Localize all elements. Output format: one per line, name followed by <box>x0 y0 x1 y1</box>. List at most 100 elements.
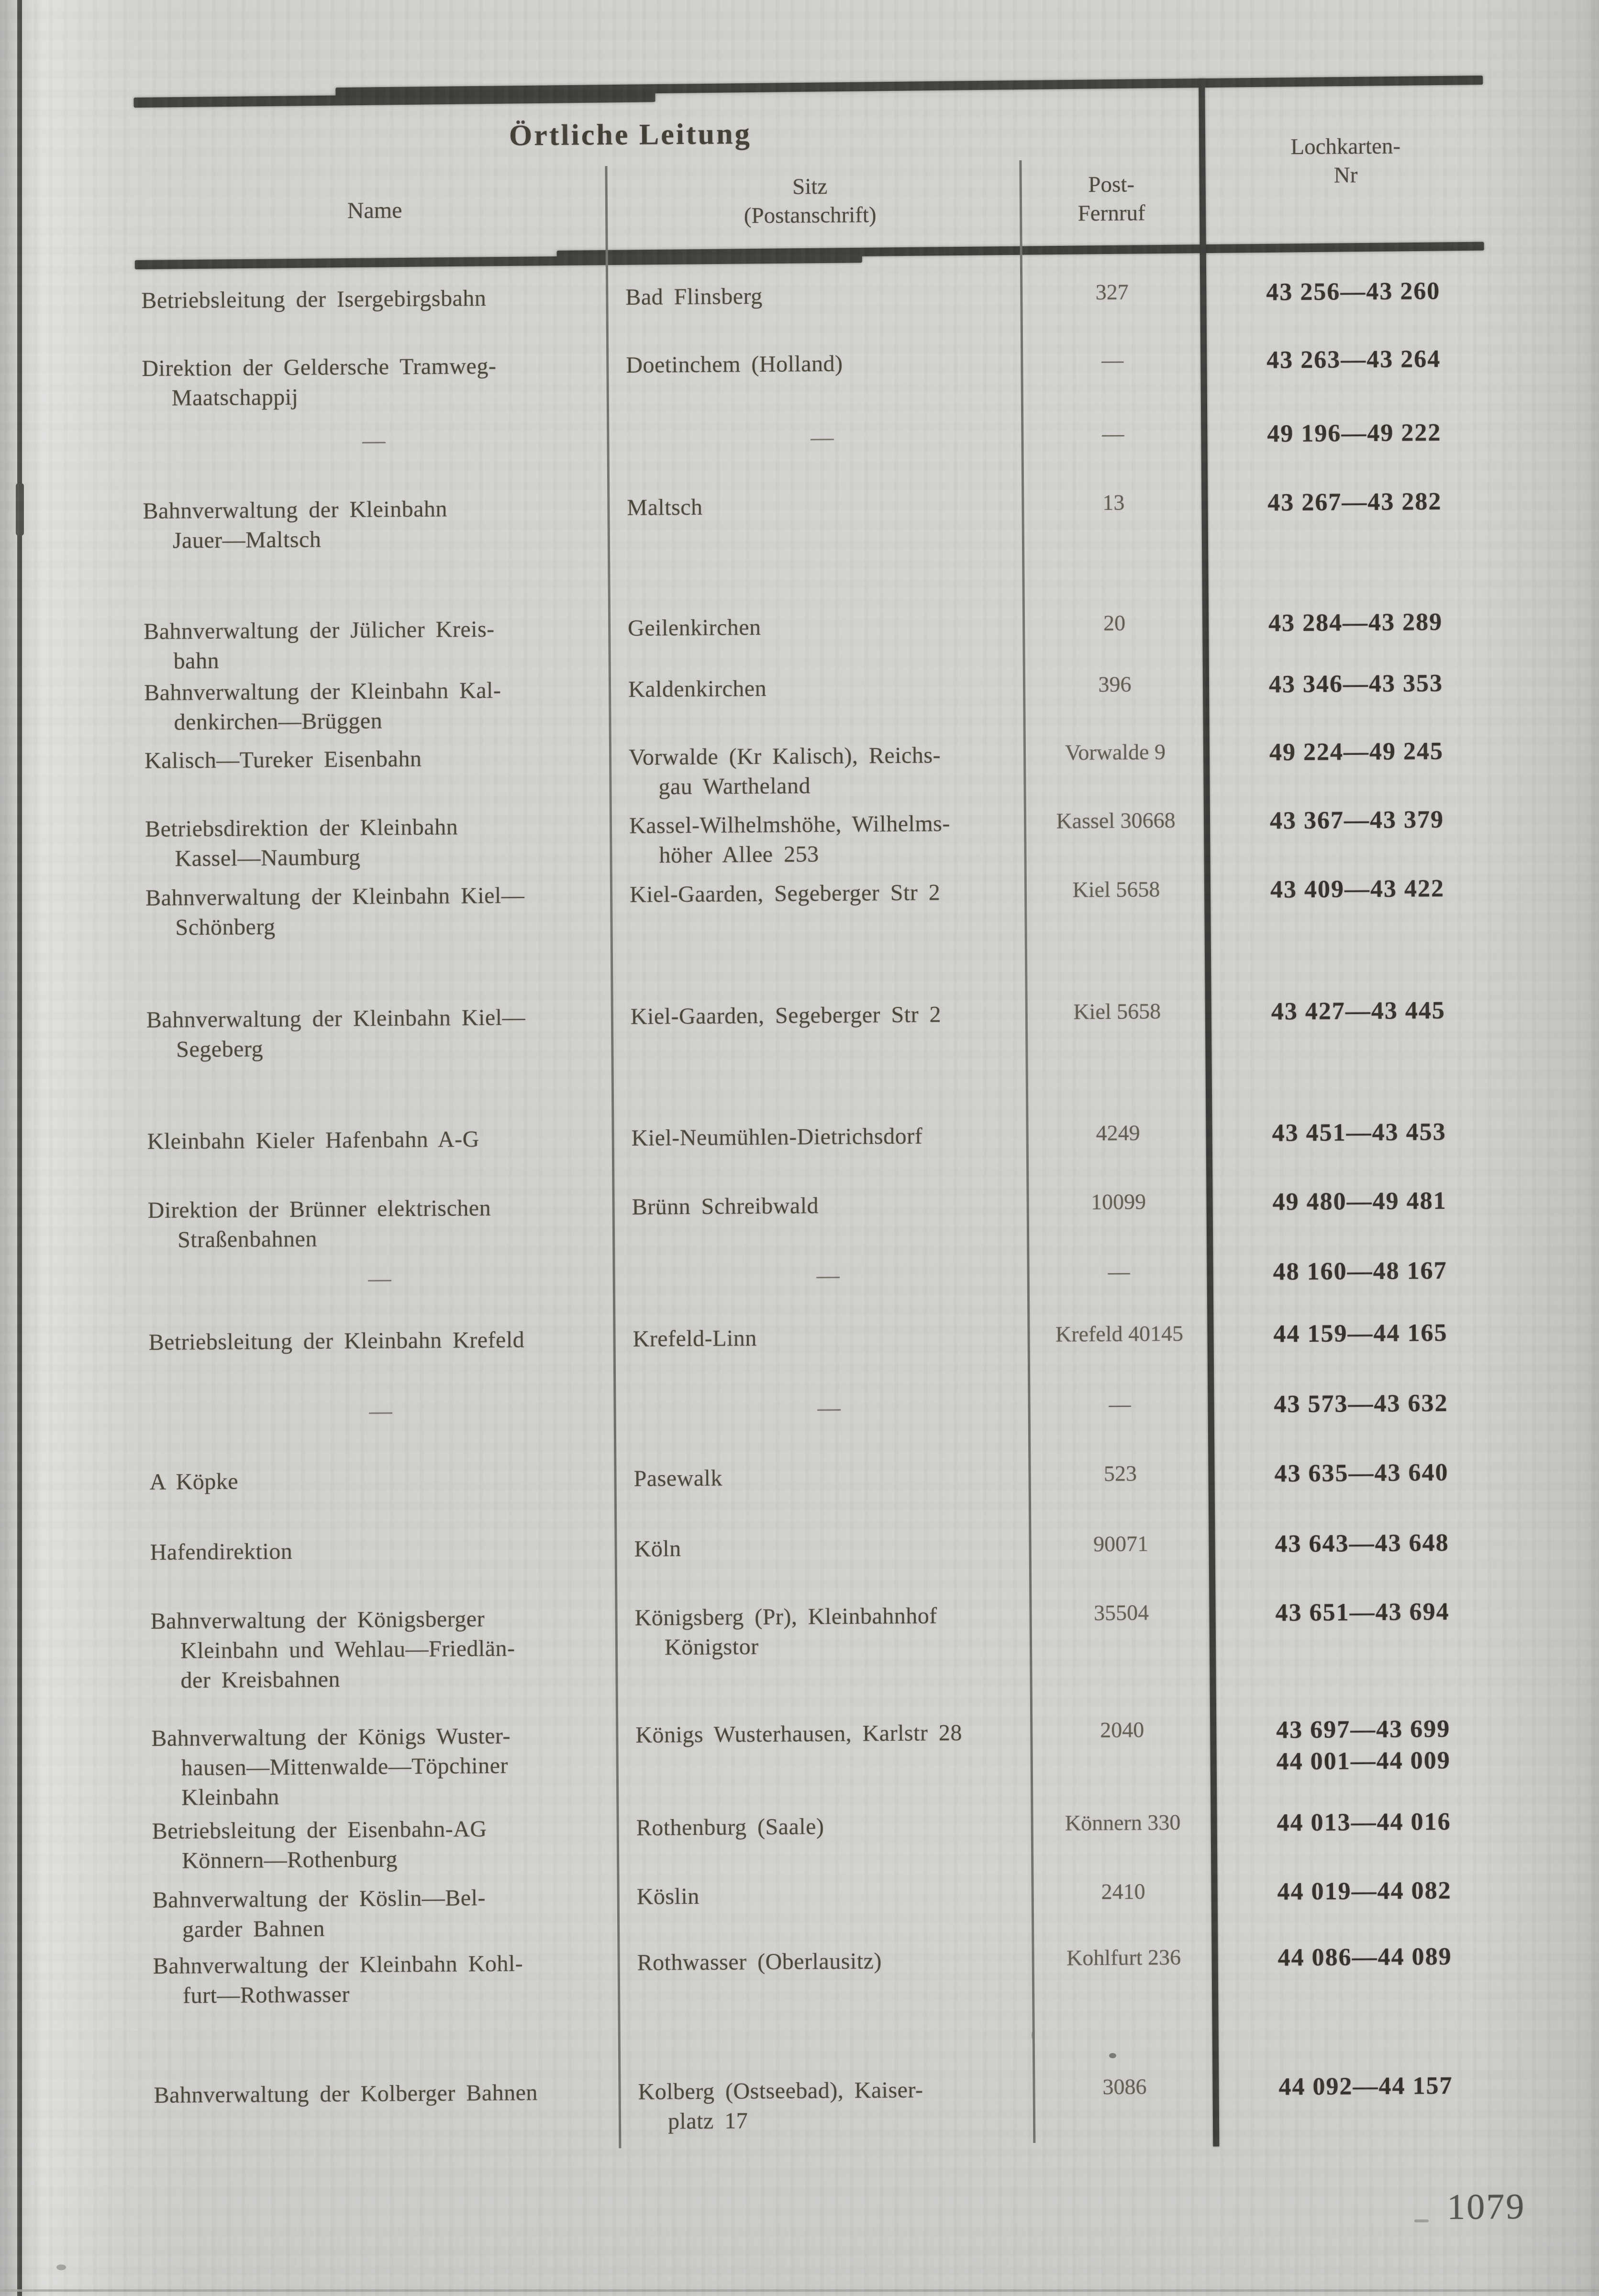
cell-post-fernruf: Vorwalde 9 <box>1065 740 1166 765</box>
cell-lochkarten-nr: 49 196—49 222 <box>1267 419 1442 448</box>
cell-lochkarten-nr: 43 573—43 632 <box>1274 1389 1448 1418</box>
cell-lochkarten-nr: 44 159—44 165 <box>1273 1319 1448 1348</box>
cell-post-fernruf: Krefeld 40145 <box>1055 1321 1184 1347</box>
cell-name: Betriebsleitung der Kleinbahn Krefeld <box>148 1327 525 1355</box>
cell-post-fernruf: — <box>1101 347 1124 372</box>
cell-lochkarten-nr: 43 635—43 640 <box>1274 1458 1449 1488</box>
cell-sitz: Kassel-Wilhelmshöhe, Wilhelms- höher All… <box>629 811 951 868</box>
cell-sitz: Kiel-Gaarden, Segeberger Str 2 <box>630 1002 942 1029</box>
cell-post-fernruf: Könnern 330 <box>1065 1810 1181 1835</box>
cell-post-fernruf: 396 <box>1098 672 1132 697</box>
cell-lochkarten-nr: 43 267—43 282 <box>1267 487 1442 517</box>
cell-lochkarten-nr: 49 224—49 245 <box>1269 737 1444 766</box>
cell-sitz: Rothenburg (Saale) <box>636 1814 824 1841</box>
cell-post-fernruf: 523 <box>1103 1461 1137 1486</box>
book-binding-line <box>17 0 22 2296</box>
cell-name: Betriebsleitung der Eisenbahn-AG Könnern… <box>152 1816 487 1874</box>
cell-lochkarten-nr: 43 409—43 422 <box>1270 874 1445 904</box>
ink-speck <box>1414 2219 1429 2222</box>
cell-sitz: Königs Wusterhausen, Karlstr 28 <box>635 1720 963 1748</box>
cell-post-fernruf: 2040 <box>1100 1717 1144 1743</box>
cell-name: Kleinbahn Kieler Hafenbahn A-G <box>147 1126 479 1154</box>
column-header-lochkarten-nr: Lochkarten- Nr <box>1290 133 1401 188</box>
cell-name: Bahnverwaltung der Köslin—Bel- garder Ba… <box>152 1885 486 1943</box>
cell-post-fernruf: 13 <box>1102 490 1125 515</box>
column-separator-lochkarten <box>1199 78 1220 2147</box>
cell-post-fernruf: Kohlfurt 236 <box>1066 1944 1181 1970</box>
cell-lochkarten-nr: 43 284—43 289 <box>1268 608 1443 637</box>
page-bottom-edge <box>0 2289 1599 2292</box>
cell-name: Bahnverwaltung der Königs Wuster- hausen… <box>151 1723 511 1810</box>
cell-sitz: Bad Flinsberg <box>625 283 763 310</box>
cell-lochkarten-nr: 43 256—43 260 <box>1266 277 1441 306</box>
column-header-name: Name <box>347 198 402 223</box>
cell-name: Bahnverwaltung der Kleinbahn Kal- denkir… <box>144 677 501 735</box>
cell-sitz: Geilenkirchen <box>628 614 761 641</box>
cell-name: Bahnverwaltung der Kleinbahn Kiel— Segeb… <box>146 1004 526 1062</box>
cell-post-fernruf: 20 <box>1103 610 1126 635</box>
cell-post-fernruf: 10099 <box>1090 1189 1146 1214</box>
cell-name: Bahnverwaltung der Kolberger Bahnen <box>154 2080 538 2108</box>
cell-lochkarten-nr: 49 480—49 481 <box>1272 1187 1447 1216</box>
ink-speck <box>56 2264 66 2270</box>
cell-name: Betriebsleitung der Isergebirgsbahn <box>141 285 487 313</box>
cell-post-fernruf: — <box>1109 1391 1131 1416</box>
ink-speck <box>1109 2053 1116 2058</box>
cell-post-fernruf: — <box>1108 1259 1130 1284</box>
column-header-post-fernruf: Post- Fernruf <box>1077 172 1145 226</box>
cell-name: Direktion der Brünner elektrischen Straß… <box>147 1195 491 1253</box>
cell-lochkarten-nr: 43 643—43 648 <box>1275 1529 1449 1558</box>
cell-sitz: Pasewalk <box>633 1465 723 1491</box>
cell-name: Betriebsdirektion der Kleinbahn Kassel—N… <box>144 814 458 872</box>
column-separator-sitz-post <box>1019 160 1036 2143</box>
cell-sitz: Kiel-Neumühlen-Dietrichsdorf <box>631 1123 923 1151</box>
cell-name: Bahnverwaltung der Königsberger Kleinbah… <box>150 1606 515 1693</box>
cell-name: Hafendirektion <box>150 1538 293 1565</box>
cell-post-fernruf: 327 <box>1095 279 1129 305</box>
cell-sitz: Kaldenkirchen <box>628 675 767 702</box>
cell-post-fernruf: Kiel 5658 <box>1072 877 1160 902</box>
cell-sitz: Königsberg (Pr), Kleinbahnhof Königstor <box>634 1603 938 1660</box>
cell-lochkarten-nr: 44 086—44 089 <box>1277 1943 1452 1972</box>
page-number: 1079 <box>1446 2186 1526 2227</box>
cell-lochkarten-nr: 44 013—44 016 <box>1277 1808 1451 1837</box>
cell-lochkarten-nr: 43 263—43 264 <box>1266 345 1441 374</box>
table-group-title: Örtliche Leitung <box>509 118 752 152</box>
cell-lochkarten-nr: 43 367—43 379 <box>1269 806 1444 835</box>
cell-name: Bahnverwaltung der Kleinbahn Kiel— Schön… <box>145 883 525 940</box>
cell-lochkarten-nr: 43 346—43 353 <box>1268 669 1444 698</box>
cell-sitz: Vorwalde (Kr Kalisch), Reichs- gau Warth… <box>628 742 941 800</box>
cell-post-fernruf: 35504 <box>1093 1600 1149 1625</box>
cell-lochkarten-nr: 43 427—43 445 <box>1271 996 1446 1026</box>
cell-name: Kalisch—Tureker Eisenbahn <box>144 746 422 773</box>
cell-post-fernruf: 2410 <box>1101 1879 1145 1904</box>
cell-name: Bahnverwaltung der Kleinbahn Jauer—Malts… <box>143 496 448 553</box>
cell-lochkarten-nr: 44 019—44 082 <box>1277 1877 1452 1906</box>
column-header-sitz: Sitz (Postanschrift) <box>744 174 877 229</box>
cell-lochkarten-nr: 43 651—43 694 <box>1275 1598 1450 1627</box>
cell-post-fernruf: Kiel 5658 <box>1073 999 1161 1024</box>
cell-name: A Köpke <box>149 1468 239 1495</box>
cell-name: Bahnverwaltung der Kleinbahn Kohl- furt—… <box>153 1951 523 2009</box>
cell-name: Bahnverwaltung der Jülicher Kreis- bahn <box>144 616 495 674</box>
cell-sitz: Köslin <box>636 1883 700 1910</box>
cell-sitz: Rothwasser (Oberlausitz) <box>637 1948 882 1976</box>
cell-sitz: Kiel-Gaarden, Segeberger Str 2 <box>629 880 941 907</box>
cell-post-fernruf: 4249 <box>1096 1120 1140 1146</box>
cell-post-fernruf: 90071 <box>1093 1531 1149 1556</box>
cell-post-fernruf: 3086 <box>1102 2074 1147 2099</box>
binding-ink-blob <box>16 483 24 536</box>
cell-lochkarten-nr: 43 697—43 699 44 001—44 009 <box>1276 1715 1451 1776</box>
cell-sitz: Brünn Schreibwald <box>632 1193 819 1220</box>
cell-lochkarten-nr: 43 451—43 453 <box>1272 1118 1446 1147</box>
cell-lochkarten-nr: 44 092—44 157 <box>1278 2072 1453 2101</box>
cell-sitz: Köln <box>634 1536 681 1562</box>
cell-post-fernruf: — <box>1102 421 1124 446</box>
table-top-rule <box>335 75 1483 97</box>
cell-sitz: Kolberg (Ostseebad), Kaiser- platz 17 <box>638 2077 923 2134</box>
cell-sitz: Maltsch <box>627 494 703 520</box>
cell-sitz: Doetinchem (Holland) <box>626 351 843 378</box>
cell-sitz: Krefeld-Linn <box>633 1325 757 1352</box>
